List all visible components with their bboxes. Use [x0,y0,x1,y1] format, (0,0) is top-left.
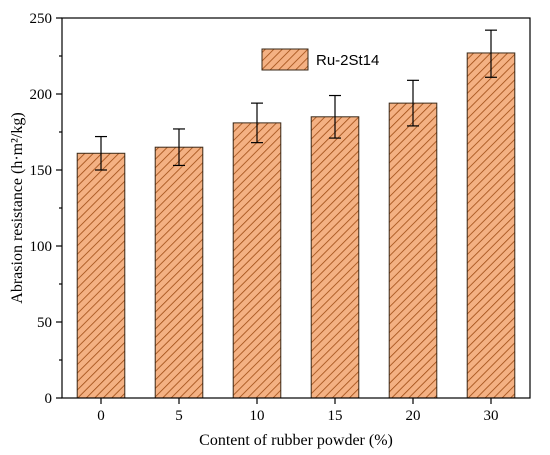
y-tick-label-100: 100 [30,239,53,255]
bar-30 [466,52,516,399]
error-bar-30 [485,29,497,78]
x-tick-label-15: 15 [328,408,343,424]
bars-layer [76,52,516,399]
y-axis: 0 50 100 150 200 250 [30,11,62,407]
legend: Ru-2St14 [261,48,379,71]
bar-15 [310,116,360,399]
y-tick-label-200: 200 [30,87,53,103]
legend-label: Ru-2St14 [316,52,379,69]
plot-frame [61,17,531,399]
bar-5 [154,146,204,399]
x-tick-label-5: 5 [175,408,183,424]
legend-swatch [261,48,309,71]
bar-0 [76,152,126,399]
error-bar-15 [329,94,341,139]
y-axis-title: Abrasion resistance (h·m²/kg) [9,112,26,303]
error-bar-20 [407,79,419,127]
y-tick-label-0: 0 [45,391,53,407]
y-tick-label-50: 50 [37,315,52,331]
error-bars-layer [95,29,497,171]
error-bar-5 [173,128,185,167]
x-axis: 0 5 10 15 20 30 [97,398,499,424]
x-tick-label-30: 30 [484,408,499,424]
x-tick-label-0: 0 [97,408,105,424]
x-axis-title: Content of rubber powder (%) [199,432,393,449]
x-tick-label-10: 10 [250,408,265,424]
error-bar-10 [251,102,263,144]
y-tick-label-250: 250 [30,11,53,27]
y-tick-label-150: 150 [30,163,53,179]
bar-20 [388,102,438,399]
bar-10 [232,122,282,399]
error-bar-0 [95,135,107,171]
x-tick-label-20: 20 [406,408,421,424]
